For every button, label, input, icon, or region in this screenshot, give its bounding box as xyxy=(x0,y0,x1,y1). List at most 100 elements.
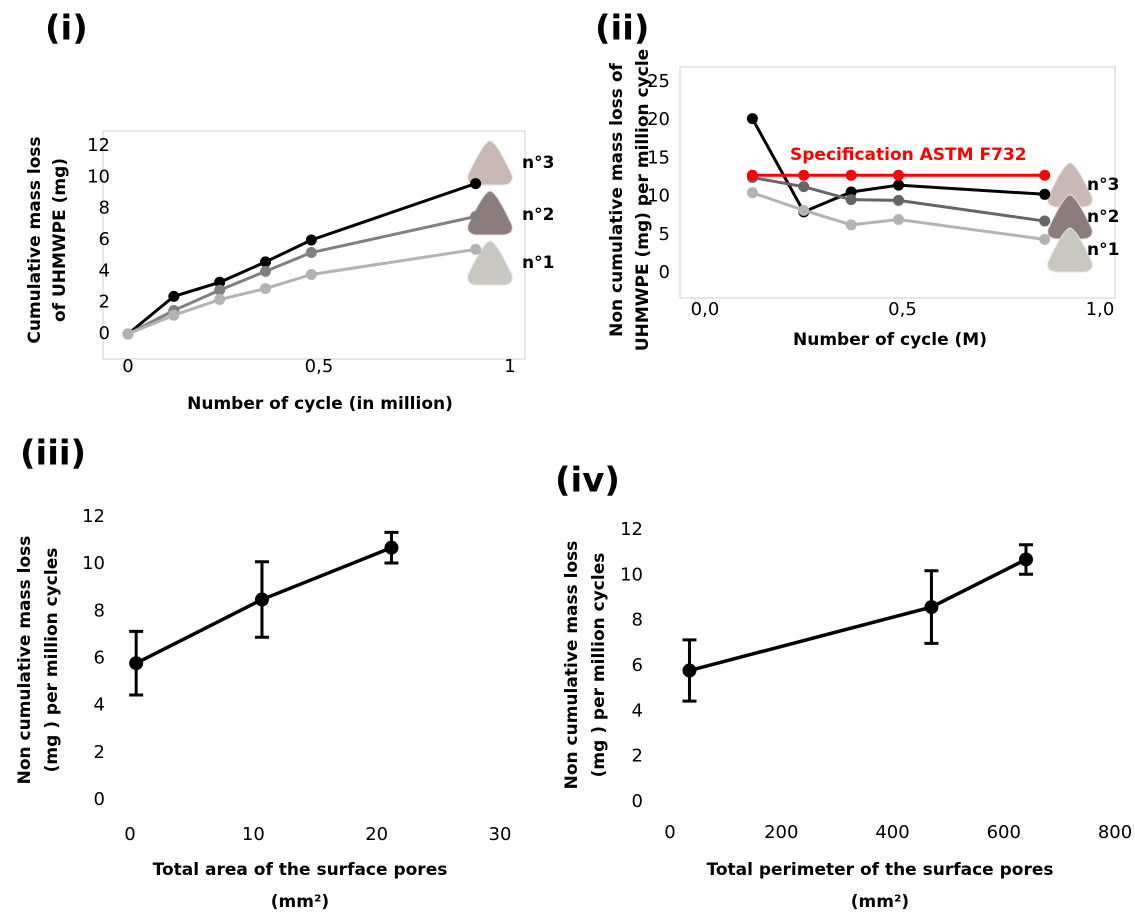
y-tick-label: 8 xyxy=(99,198,110,219)
panel-title: (ii) xyxy=(595,9,649,49)
x-tick-label: 1,0 xyxy=(1086,299,1115,320)
y-tick-label: 2 xyxy=(99,292,110,313)
data-point xyxy=(845,186,857,198)
y-tick-label: 4 xyxy=(99,260,110,281)
data-point xyxy=(1039,233,1051,245)
data-point xyxy=(214,276,226,288)
legend-label: n°3 xyxy=(522,153,554,173)
y-tick-label: 10 xyxy=(647,186,670,207)
data-point xyxy=(129,656,144,671)
y-tick-label: 6 xyxy=(632,655,643,676)
data-point xyxy=(893,169,905,181)
series-line xyxy=(127,215,476,336)
data-point xyxy=(260,256,272,268)
y-axis-label: (mg ) per million cycles xyxy=(589,553,609,778)
data-point xyxy=(798,204,810,216)
x-axis-label: Total area of the surface pores xyxy=(153,860,448,880)
data-point xyxy=(746,113,758,125)
panel-title: (iv) xyxy=(555,461,620,501)
x-axis-label: (mm²) xyxy=(271,892,329,912)
y-axis-label: Non cumulative mass loss of xyxy=(607,63,627,337)
data-point xyxy=(1019,552,1033,567)
legend-label: n°3 xyxy=(1087,175,1119,195)
data-point xyxy=(214,294,226,306)
x-axis-label: Number of cycle (M) xyxy=(793,330,987,350)
y-tick-label: 2 xyxy=(94,742,105,763)
y-tick-label: 6 xyxy=(99,229,110,250)
sample-image xyxy=(1047,227,1093,273)
sample-image xyxy=(467,190,513,236)
data-point xyxy=(746,187,758,199)
legend-label: n°2 xyxy=(1087,207,1119,227)
data-point xyxy=(470,178,482,190)
x-tick-label: 600 xyxy=(987,822,1021,843)
y-tick-label: 12 xyxy=(87,135,110,156)
x-tick-label: 1 xyxy=(504,356,515,377)
y-tick-label: 6 xyxy=(94,648,105,669)
panel-title: (iii) xyxy=(20,434,86,474)
x-tick-label: 0 xyxy=(124,824,135,845)
data-point xyxy=(1039,215,1051,227)
y-tick-label: 5 xyxy=(659,224,670,245)
data-point xyxy=(305,234,317,246)
data-point xyxy=(470,211,482,222)
legend-label: Specification ASTM F732 xyxy=(790,145,1027,165)
x-tick-label: 20 xyxy=(365,824,388,845)
x-axis-label: Number of cycle (in million) xyxy=(187,394,453,414)
legend-label: n°1 xyxy=(522,253,554,273)
data-point xyxy=(305,268,317,280)
data-point xyxy=(260,265,272,277)
y-tick-label: 12 xyxy=(82,506,105,527)
sample-image xyxy=(467,140,513,186)
plot-frame xyxy=(102,130,526,360)
data-point xyxy=(470,243,482,255)
y-axis-label: Non cumulative mass loss xyxy=(562,541,582,790)
y-tick-label: 0 xyxy=(94,789,105,810)
y-axis-label: of UHMWPE (mg) xyxy=(50,158,70,322)
data-point xyxy=(214,284,226,296)
data-point xyxy=(168,309,180,321)
y-tick-label: 15 xyxy=(647,147,670,168)
sample-image xyxy=(467,240,513,286)
series-line xyxy=(127,182,477,336)
data-point xyxy=(893,179,905,191)
y-tick-label: 2 xyxy=(632,746,643,767)
y-axis-label: Non cumulative mass loss xyxy=(15,536,35,785)
x-tick-label: 10 xyxy=(242,824,265,845)
data-point xyxy=(746,169,758,181)
y-tick-label: 8 xyxy=(94,600,105,621)
y-tick-label: 4 xyxy=(632,700,643,721)
legend-label: n°1 xyxy=(1087,240,1119,260)
data-point xyxy=(798,181,810,193)
series-line xyxy=(689,557,1027,673)
plot-frame xyxy=(679,66,1116,299)
y-tick-label: 0 xyxy=(632,791,643,812)
data-point xyxy=(122,328,134,340)
data-point xyxy=(1039,169,1051,181)
data-point xyxy=(1039,188,1051,200)
data-point xyxy=(893,194,905,206)
data-point xyxy=(305,247,317,259)
x-axis-label: (mm²) xyxy=(851,892,909,912)
x-tick-label: 0,0 xyxy=(691,299,720,320)
y-tick-label: 25 xyxy=(647,71,670,92)
legend-label: n°2 xyxy=(522,205,554,225)
y-axis-label: Cumulative mass loss xyxy=(25,136,45,343)
x-tick-label: 0 xyxy=(664,822,675,843)
data-point xyxy=(845,169,857,181)
y-tick-label: 10 xyxy=(620,564,643,585)
x-tick-label: 400 xyxy=(875,822,909,843)
y-tick-label: 12 xyxy=(620,519,643,540)
data-point xyxy=(168,290,180,302)
y-tick-label: 20 xyxy=(647,109,670,130)
data-point xyxy=(845,219,857,231)
x-tick-label: 30 xyxy=(489,824,512,845)
data-point xyxy=(798,169,810,181)
y-tick-label: 10 xyxy=(82,553,105,574)
x-tick-label: 0,5 xyxy=(305,356,334,377)
y-tick-label: 4 xyxy=(94,695,105,716)
panel-title: (i) xyxy=(45,9,88,49)
data-point xyxy=(845,194,857,206)
series-line xyxy=(127,247,476,336)
x-tick-label: 800 xyxy=(1098,822,1132,843)
